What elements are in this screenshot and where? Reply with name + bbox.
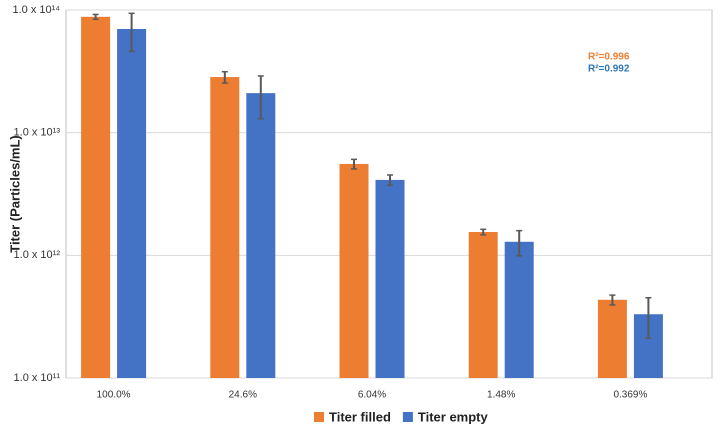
bar [468, 231, 498, 378]
legend-label: Titer filled [329, 409, 391, 424]
y-tick-label: 1.0 x 10¹² [14, 249, 61, 261]
bar [504, 241, 534, 378]
legend-swatch [314, 412, 324, 422]
legend-swatch [402, 412, 413, 422]
bar [375, 179, 405, 378]
y-tick-label: 1.0 x 10¹⁴ [12, 4, 60, 16]
legend-label: Titer empty [418, 409, 489, 424]
x-tick-label: 100.0% [97, 390, 131, 401]
y-axis-title: Titer (Particles/mL) [7, 135, 22, 253]
annotation: R²=0.996 [588, 52, 630, 63]
bar [597, 299, 627, 378]
x-tick-label: 6.04% [358, 390, 386, 401]
x-tick-label: 1.48% [487, 390, 515, 401]
bar [339, 163, 369, 378]
annotation: R²=0.992 [588, 64, 630, 75]
x-tick-label: 0.369% [613, 390, 647, 401]
bar [117, 29, 147, 378]
bar [81, 16, 111, 379]
bar [246, 93, 276, 378]
y-tick-label: 1.0 x 10¹³ [14, 127, 61, 139]
y-tick-label: 1.0 x 10¹¹ [14, 372, 61, 384]
x-tick-label: 24.6% [229, 390, 257, 401]
bar [210, 77, 240, 378]
